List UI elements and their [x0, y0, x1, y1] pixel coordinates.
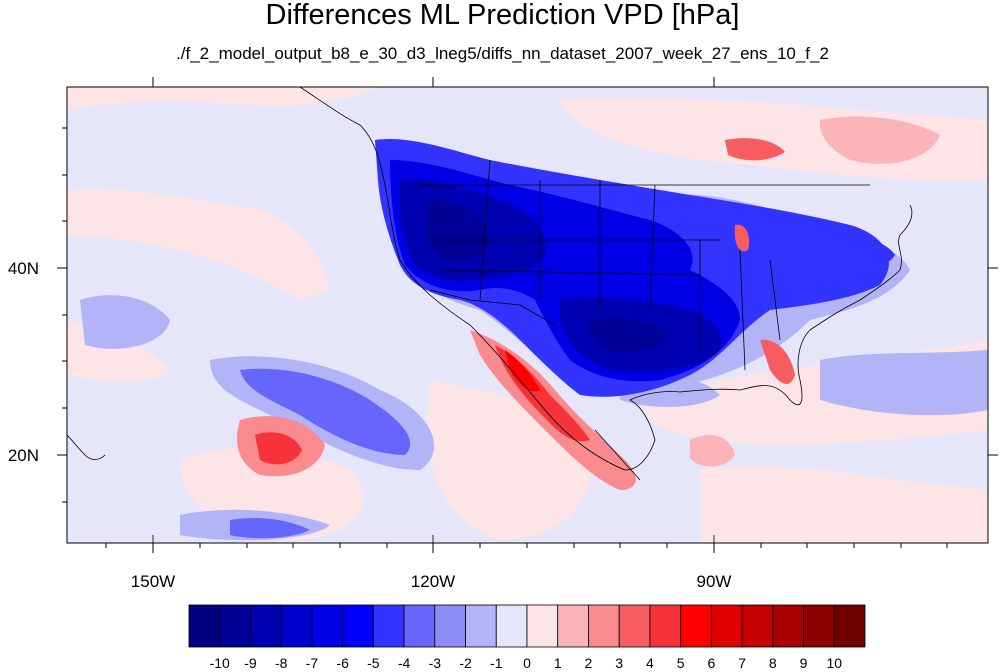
- colorbar-label: -3: [429, 655, 442, 671]
- colorbar-label: -2: [459, 655, 472, 671]
- colorbar-swatch: [803, 604, 835, 648]
- colorbar-swatch: [710, 604, 743, 648]
- colorbar-swatch: [311, 604, 344, 648]
- x-tick-labels: 150W 120W 90W: [131, 572, 732, 591]
- axis-ticks: [57, 77, 998, 553]
- x-tick-label: 150W: [131, 572, 175, 591]
- y-tick-label: 20N: [8, 446, 39, 465]
- map-plot-area: [67, 87, 988, 543]
- colorbar-swatch: [618, 604, 651, 648]
- colorbar-label: 10: [826, 655, 842, 671]
- colorbar-label: -8: [275, 655, 288, 671]
- plot-title: Differences ML Prediction VPD [hPa]: [265, 0, 740, 31]
- colorbar-label: 8: [769, 655, 777, 671]
- colorbar-swatch: [833, 604, 866, 648]
- colorbar-swatch: [649, 604, 682, 648]
- colorbar-label: 3: [615, 655, 623, 671]
- colorbar-swatch: [342, 604, 374, 648]
- x-tick-label: 90W: [697, 572, 732, 591]
- colorbar-label: 6: [707, 655, 715, 671]
- graticule-ticks: [152, 535, 715, 543]
- colorbar: -10 -9 -8 -7 -6 -5 -4 -3 -2 -1 0 1 2 3 4 5 6 7 8 9 10: [188, 604, 866, 671]
- colorbar-swatch: [372, 604, 405, 648]
- colorbar-label: 9: [800, 655, 808, 671]
- plot-subtitle: ./f_2_model_output_b8_e_30_d3_lneg5/diff…: [176, 44, 829, 63]
- colorbar-swatch: [588, 604, 620, 648]
- strong-blue-anomaly-region: [375, 139, 895, 397]
- colorbar-label: 2: [585, 655, 593, 671]
- colorbar-swatch: [219, 604, 251, 648]
- colorbar-label: 4: [646, 655, 654, 671]
- colorbar-label: 0: [523, 655, 531, 671]
- colorbar-label: 7: [738, 655, 746, 671]
- colorbar-swatch: [434, 604, 466, 648]
- colorbar-label: 1: [554, 655, 562, 671]
- colorbar-swatch: [465, 604, 497, 648]
- coastline-and-borders: [67, 87, 913, 481]
- colorbar-swatch: [495, 604, 528, 648]
- mid-blue-fields: [230, 368, 411, 539]
- colorbar-swatch: [188, 604, 221, 648]
- colorbar-swatch: [526, 604, 559, 648]
- y-tick-labels: 40N 20N: [8, 259, 39, 465]
- colorbar-swatch: [403, 604, 436, 648]
- colorbar-swatch: [680, 604, 712, 648]
- colorbar-label: -6: [336, 655, 349, 671]
- colorbar-label: -7: [306, 655, 319, 671]
- colorbar-label: -5: [367, 655, 380, 671]
- colorbar-label: -10: [210, 655, 230, 671]
- colorbar-label: -1: [490, 655, 503, 671]
- colorbar-swatch: [250, 604, 282, 648]
- y-tick-label: 40N: [8, 259, 39, 278]
- colorbar-label: -9: [244, 655, 257, 671]
- red-anomaly-region: [236, 116, 940, 490]
- colorbar-swatch: [772, 604, 804, 648]
- x-tick-label: 120W: [411, 572, 455, 591]
- colorbar-swatch: [557, 604, 589, 648]
- colorbar-swatch: [741, 604, 774, 648]
- colorbar-label: -4: [398, 655, 411, 671]
- colorbar-label: 5: [677, 655, 685, 671]
- colorbar-swatch: [280, 604, 313, 648]
